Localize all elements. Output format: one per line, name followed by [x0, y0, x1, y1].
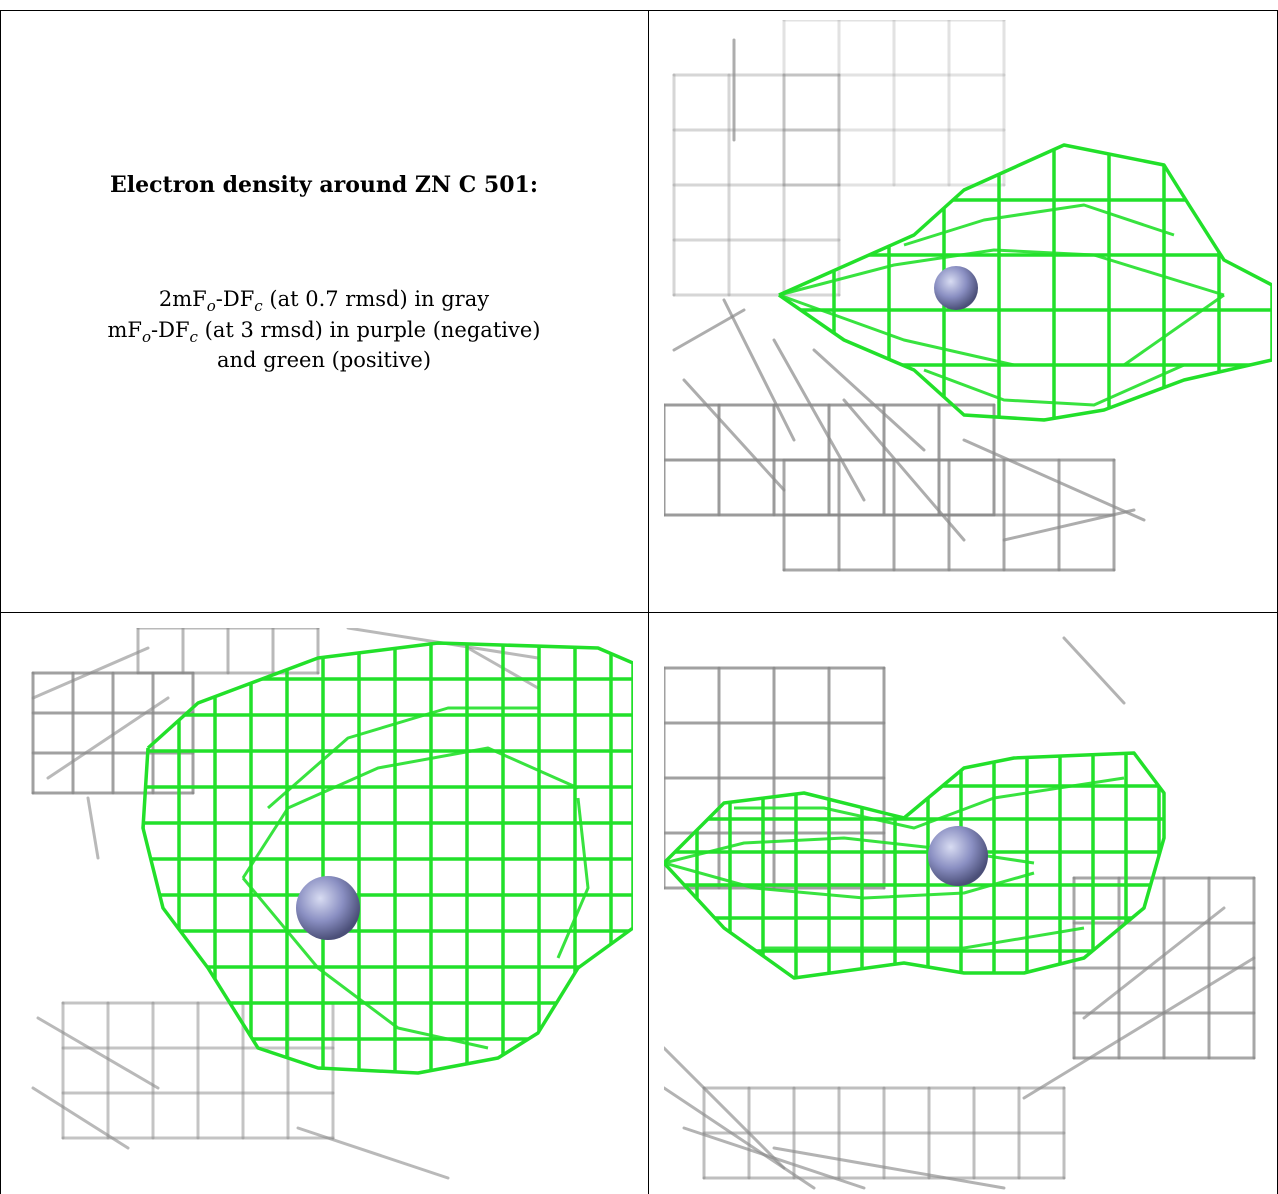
positive-mesh-contour [778, 248, 1225, 297]
positive-mesh-contour [241, 746, 579, 879]
positive-mesh-contour [556, 797, 590, 959]
positive-mesh-grid [664, 753, 1164, 978]
positive-mesh-contour [241, 877, 489, 1050]
zinc-atom-sphere [934, 266, 978, 310]
density-view-bottom-left [18, 628, 633, 1190]
density-render-top-right [664, 20, 1272, 572]
gray-mesh-line [664, 1046, 786, 1170]
gray-mesh-line [772, 1146, 1006, 1190]
positive-mesh-contour [664, 861, 1035, 900]
gray-mesh-line [86, 796, 100, 860]
positive-mesh-contour [923, 363, 1185, 407]
gray-mesh-line [772, 338, 866, 502]
density-view-top-right [664, 20, 1272, 595]
table-divider-horizontal [0, 612, 1278, 613]
zinc-atom-sphere [296, 876, 360, 940]
gray-mesh-line [1022, 956, 1256, 1100]
density-render-bottom-right [664, 636, 1256, 1190]
gray-mesh-line [1082, 906, 1226, 1020]
density-view-bottom-right [664, 628, 1272, 1190]
gray-mesh-line [682, 378, 786, 492]
caption-cell: Electron density around ZN C 501: 2mFo-D… [0, 0, 648, 612]
positive-mesh-contour [734, 776, 1125, 830]
positive-mesh-contour [764, 926, 1085, 950]
gray-mesh-line [46, 696, 170, 780]
positive-mesh-outline [141, 641, 633, 1075]
positive-mesh-grid [143, 643, 633, 1073]
zinc-atom-sphere [928, 826, 988, 886]
positive-mesh-contour [903, 203, 1175, 247]
positive-mesh-contour [778, 293, 1225, 367]
caption-title: Electron density around ZN C 501: [110, 172, 538, 198]
gray-mesh-line [36, 1016, 160, 1090]
caption-line-2mfo: 2mFo-DFc (at 0.7 rmsd) in gray [158, 287, 490, 315]
gray-mesh-line [1062, 636, 1126, 705]
gray-mesh-line [31, 1086, 130, 1150]
caption-line-mfo: mFo-DFc (at 3 rmsd) in purple (negative) [107, 318, 541, 346]
gray-mesh-line [812, 348, 926, 452]
density-render-bottom-left [31, 628, 633, 1180]
caption-line-green: and green (positive) [216, 348, 432, 372]
gray-mesh-line [722, 298, 796, 442]
table-divider-vertical [648, 10, 649, 1194]
table-border-left [0, 10, 1, 1194]
gray-mesh-line [296, 1126, 450, 1180]
gray-mesh-line [962, 438, 1146, 522]
gray-mesh-line [842, 398, 966, 542]
gray-mesh-line [1002, 508, 1136, 542]
positive-mesh-contour [267, 706, 538, 810]
positive-mesh-outline [778, 143, 1272, 422]
table-border-top [0, 10, 1278, 11]
gray-mesh-line [664, 1086, 816, 1190]
gray-mesh-line [31, 646, 150, 700]
positive-mesh-outline [664, 751, 1166, 980]
